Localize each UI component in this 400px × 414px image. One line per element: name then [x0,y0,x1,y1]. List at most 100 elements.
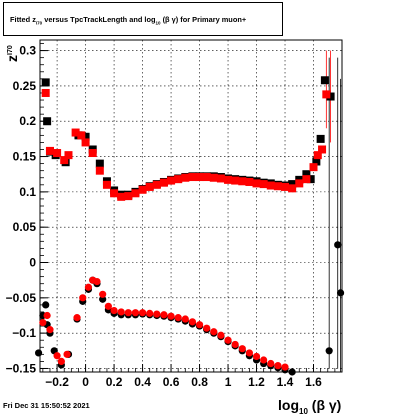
series-3-point-13 [110,306,118,315]
series-3-point-33 [252,352,261,361]
series-1-point-15 [138,185,147,194]
series-3-point-31 [238,345,246,353]
series-1-point-26 [216,174,225,183]
y-tick-label-4: 0.05 [13,220,37,234]
series-1-point-23 [195,173,204,182]
title-tail: (β γ) for Primary muon+ [162,15,247,24]
series-0-point-0 [41,78,50,87]
series-1-point-8 [88,149,97,158]
series-2-point-41 [325,347,333,355]
y-tick-label-7: 0.2 [19,114,36,128]
series-3-point-21 [167,312,175,320]
series-3-point-26 [203,324,211,332]
series-1-point-2 [53,149,62,158]
series-3-point-27 [210,328,218,336]
series-0-point-42 [326,92,335,101]
series-1-point-22 [188,173,197,182]
series-1-point-14 [131,189,140,198]
series-1-point-31 [252,179,261,188]
series-1-point-12 [117,192,126,201]
series-2-point-0 [34,349,43,357]
series-1-point-39 [309,163,318,172]
series-3-point-22 [174,314,182,322]
series-1-point-6 [77,131,86,140]
series-1-point-28 [231,176,240,185]
series-3-point-11 [99,290,107,298]
chart-title: Fitted zI70 versus TpcTrackLength and lo… [10,15,246,25]
series-3-point-32 [245,349,254,357]
series-1-point-17 [152,180,161,189]
series-1-point-34 [273,182,282,191]
series-3-point-5 [63,350,71,358]
series-1-point-4 [64,151,73,160]
series-0-point-40 [316,134,325,143]
series-1-point-21 [181,173,190,182]
y-tick-label-6: 0.15 [13,150,37,164]
x-tick-label-3: 0.4 [134,375,151,389]
title-box: Fitted zI70 versus TpcTrackLength and lo… [3,2,283,36]
series-0-point-8 [95,159,104,168]
series-3-point-8 [84,283,93,291]
x-tick-label-8: 1.4 [277,375,294,389]
y-tick-label-0: −0.15 [6,361,37,375]
series-3-point-24 [188,318,197,326]
series-3-point-30 [231,340,239,349]
title-middle: versus TpcTrackLength and log [44,15,156,24]
series-3-point-16 [131,309,140,317]
series-1-point-0 [41,88,50,97]
series-1-point-33 [266,181,275,190]
series-1-point-13 [124,192,133,201]
series-3-point-36 [274,362,282,370]
title-log-sub: 10 [155,20,161,26]
x-tick-label-9: 1.6 [305,375,322,389]
series-3-point-23 [181,315,189,323]
series-3-point-28 [217,331,225,339]
series-3-point-10 [93,277,101,286]
series-1-point-40 [313,151,322,160]
y-tick-label-3: 0 [29,256,36,270]
series-3-point-34 [260,356,268,364]
series-3-point-18 [146,309,154,317]
x-axis-label: log10 (β γ) [278,397,341,414]
series-1-point-35 [281,182,290,191]
series-1-point-19 [167,176,176,185]
series-1-point-25 [209,173,218,182]
title-prefix: Fitted [10,15,31,24]
x-tick-label-2: 0.2 [106,375,123,389]
series-0-point-35 [288,180,297,189]
series-2-point-43 [336,289,345,297]
y-tick-label-9: 0.3 [19,44,36,58]
series-1-point-5 [71,128,80,137]
timestamp: Fri Dec 31 15:50:52 2021 [3,401,90,410]
series-2-point-42 [334,241,342,249]
series-1-point-38 [302,175,311,184]
series-0-point-39 [312,157,321,166]
series-1-point-24 [202,173,211,182]
series-1-point-37 [295,179,304,188]
series-3-point-6 [73,314,81,322]
series-1-point-16 [145,182,154,191]
x-tick-label-7: 1.2 [248,375,265,389]
title-z-sub: I70 [35,20,43,26]
series-1-point-29 [238,177,247,186]
series-0-point-38 [306,175,315,184]
y-tick-label-1: −0.1 [12,326,36,340]
series-1-point-9 [95,166,104,175]
series-3-point-20 [160,311,168,319]
series-3-point-37 [281,363,289,371]
series-1-point-27 [224,175,233,184]
series-1-point-18 [159,178,168,187]
y-tick-label-8: 0.25 [13,79,37,93]
series-3-point-15 [124,309,132,317]
series-1-point-41 [318,145,327,154]
series-0-point-41 [320,76,329,85]
series-3-point-19 [153,310,161,318]
x-tick-label-6: 1 [225,375,232,389]
series-1-point-7 [81,138,90,147]
series-0-point-6 [81,132,90,141]
y-tick-label-5: 0.1 [19,185,36,199]
title-z: z [32,15,36,24]
x-tick-label-0: −0.2 [45,375,69,389]
series-1-point-32 [259,180,268,189]
